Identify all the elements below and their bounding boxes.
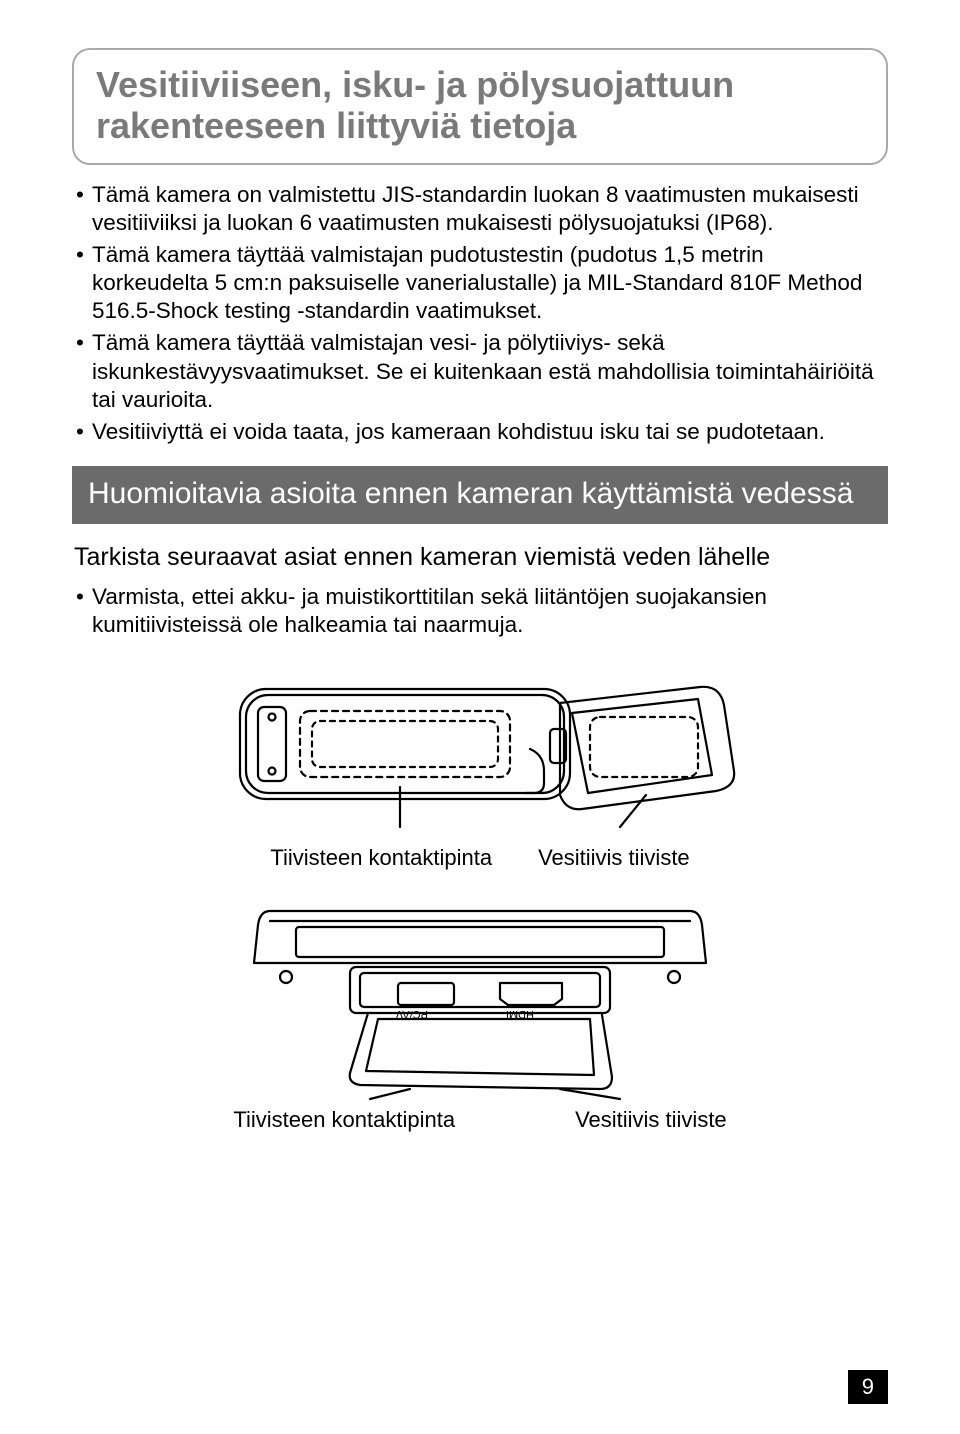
pcav-port-label: PC/AV: [395, 1008, 428, 1020]
list-item: Vesitiiviyttä ei voida taata, jos kamera…: [74, 418, 886, 446]
sub-bullet-list: Varmista, ettei akku- ja muistikorttitil…: [74, 583, 886, 639]
sub-heading: Tarkista seuraavat asiat ennen kameran v…: [74, 542, 886, 573]
title-box: Vesitiiviiseen, isku- ja pölysuojattuun …: [72, 48, 888, 165]
figure-2: HDMI PC/AV Tiivisteen kontaktipinta Vesi…: [72, 891, 888, 1147]
camera-port-diagram-icon: HDMI PC/AV: [200, 891, 760, 1101]
list-item: Tämä kamera on valmistettu JIS-standardi…: [74, 181, 886, 237]
camera-side-diagram-icon: [200, 659, 760, 839]
caption-waterproof-seal: Vesitiivis tiiviste: [575, 1107, 727, 1133]
figure-2-captions: Tiivisteen kontaktipinta Vesitiivis tiiv…: [233, 1107, 726, 1133]
page-root: Vesitiiviiseen, isku- ja pölysuojattuun …: [0, 0, 960, 1434]
figure-1: Tiivisteen kontaktipinta Vesitiivis tiiv…: [72, 659, 888, 885]
list-item: Varmista, ettei akku- ja muistikorttitil…: [74, 583, 886, 639]
list-item: Tämä kamera täyttää valmistajan pudotust…: [74, 241, 886, 325]
caption-seal-contact: Tiivisteen kontaktipinta: [233, 1107, 455, 1133]
hdmi-port-label: HDMI: [506, 1008, 534, 1020]
page-title: Vesitiiviiseen, isku- ja pölysuojattuun …: [96, 64, 864, 147]
intro-bullet-list: Tämä kamera on valmistettu JIS-standardi…: [74, 181, 886, 446]
page-number: 9: [848, 1370, 888, 1404]
section-heading: Huomioitavia asioita ennen kameran käytt…: [72, 466, 888, 524]
caption-seal-contact: Tiivisteen kontaktipinta: [270, 845, 492, 871]
list-item: Tämä kamera täyttää valmistajan vesi- ja…: [74, 329, 886, 413]
figure-1-captions: Tiivisteen kontaktipinta Vesitiivis tiiv…: [270, 845, 689, 871]
caption-waterproof-seal: Vesitiivis tiiviste: [538, 845, 690, 871]
